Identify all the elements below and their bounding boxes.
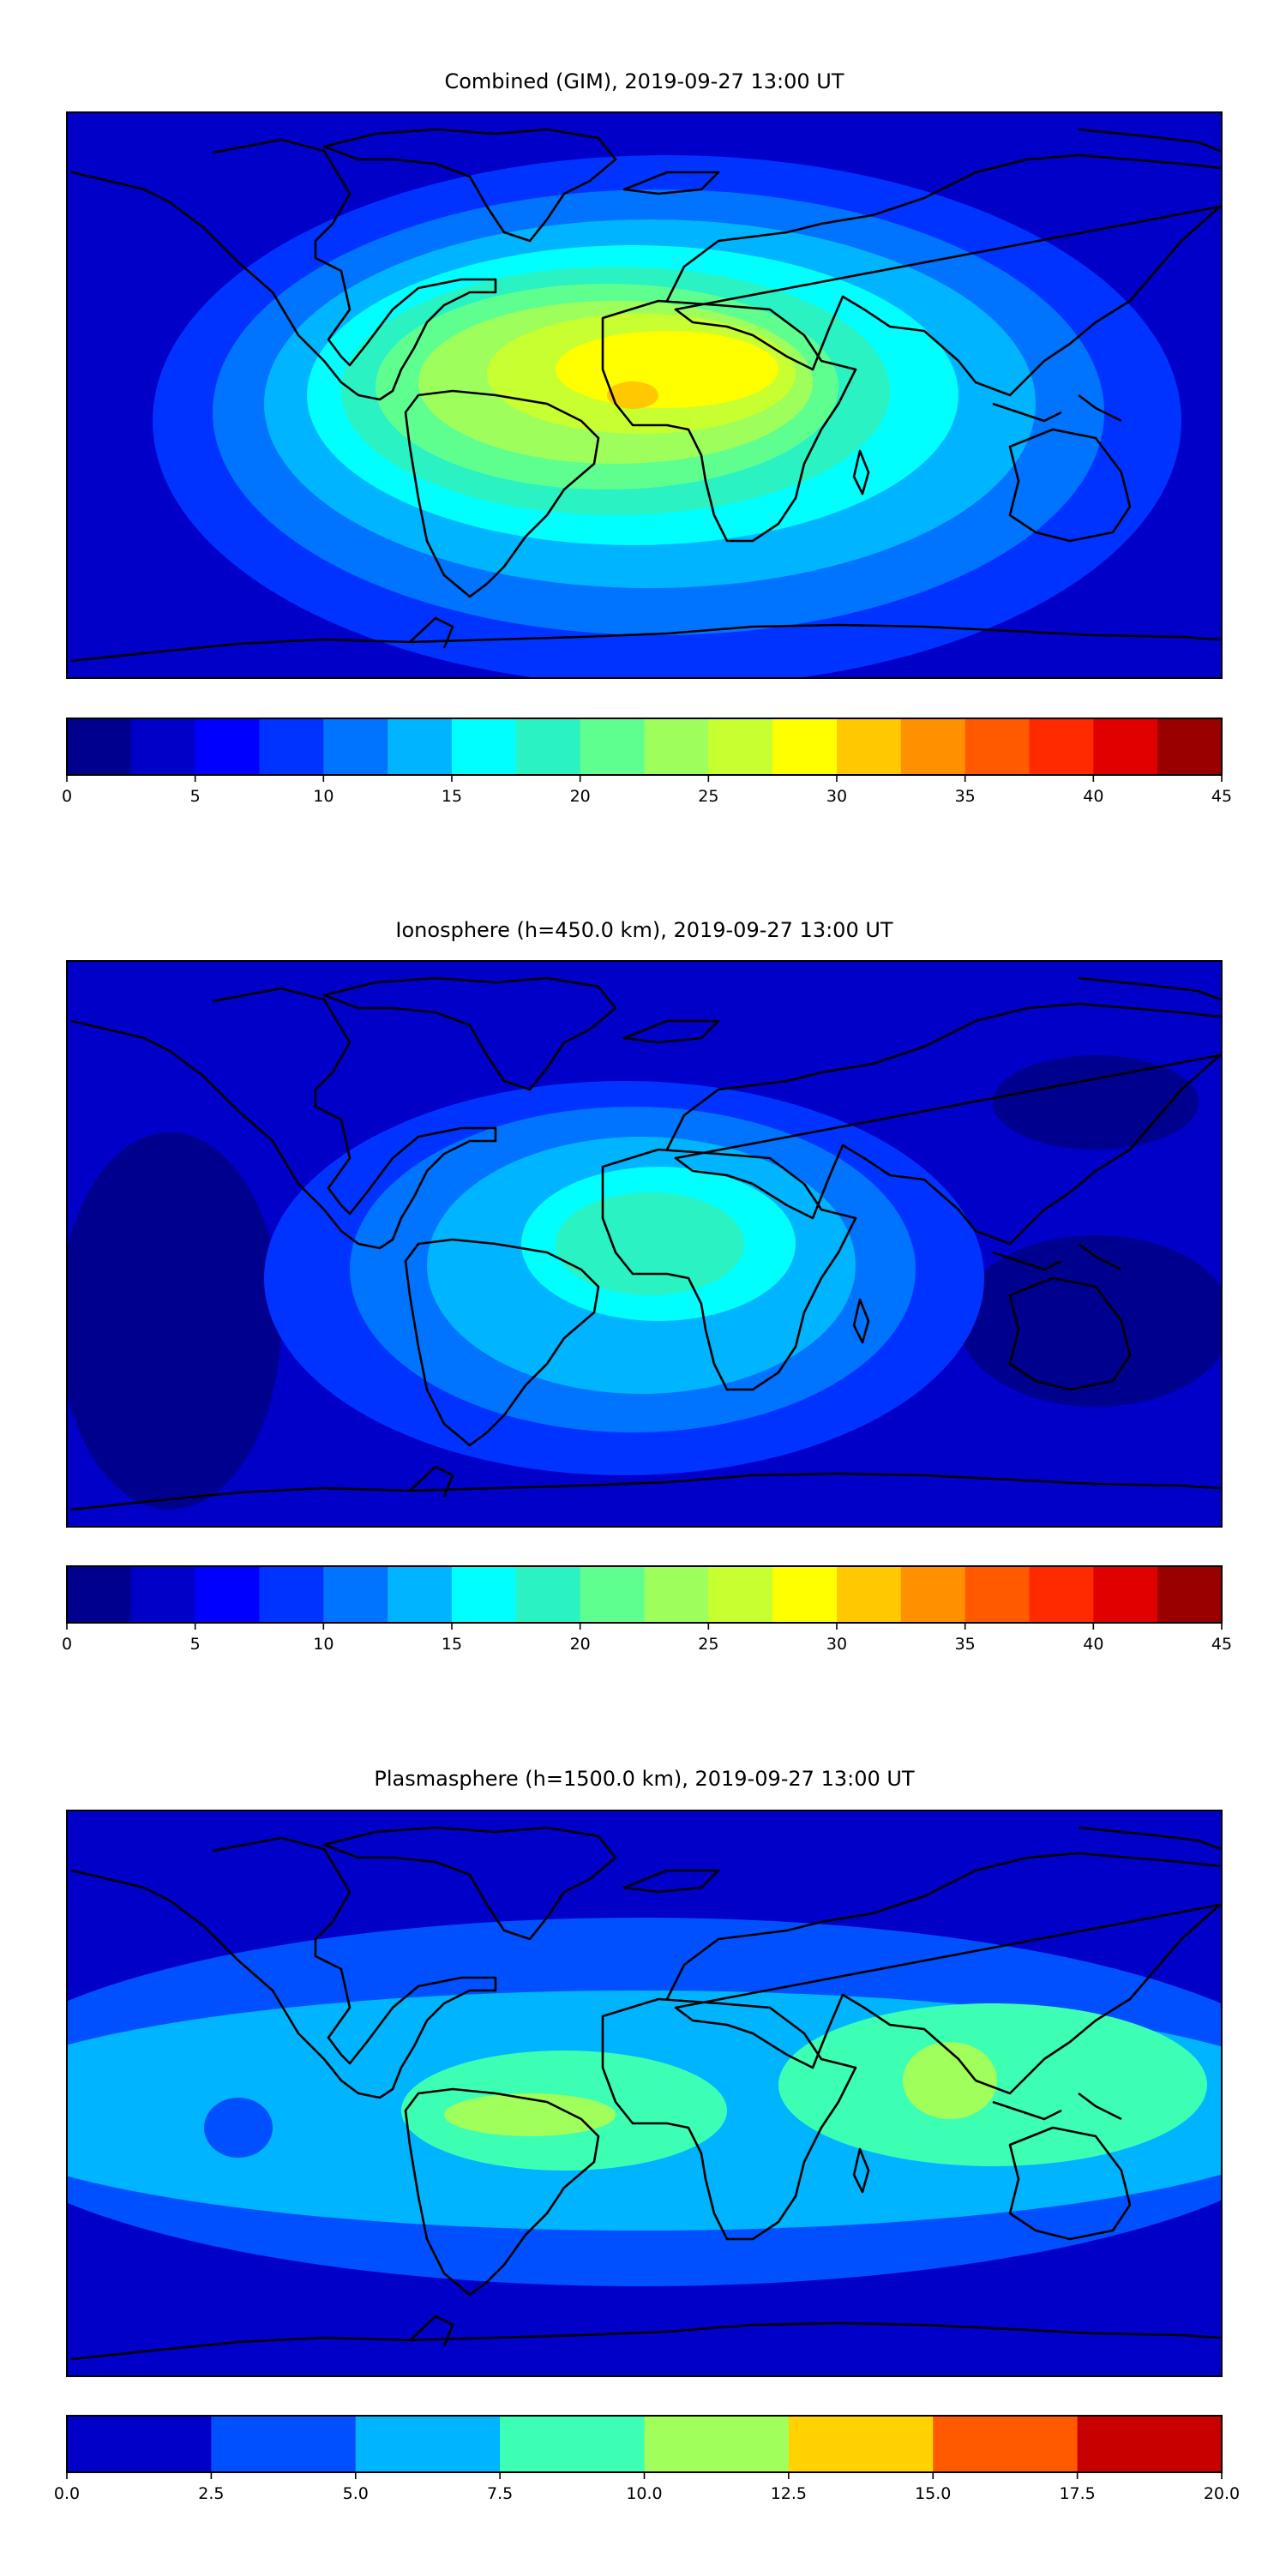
colorbar-tick-label: 10 [313, 787, 334, 806]
colorbar-tick-label: 20.0 [1204, 2484, 1240, 2503]
colorbar-swatch [1157, 718, 1223, 775]
map-frame [66, 960, 1223, 1528]
colorbar-swatch [67, 1566, 132, 1623]
colorbar-swatch [259, 1566, 324, 1623]
field-contour [556, 331, 778, 408]
colorbar-tick-label: 20 [570, 787, 591, 806]
colorbar-swatch [900, 718, 966, 775]
colorbar-swatch [1077, 2416, 1223, 2472]
field-contour [958, 1235, 1222, 1407]
colorbar-tick-label: 20 [570, 1635, 591, 1654]
colorbar-swatch [452, 1566, 517, 1623]
colorbar-swatch [195, 1566, 261, 1623]
colorbar-tick-label: 15 [442, 1635, 462, 1654]
colorbar-tick-label: 5 [190, 787, 201, 806]
colorbar-swatch [388, 1566, 453, 1623]
colorbar-swatch [195, 718, 261, 775]
field-contour [204, 2098, 273, 2158]
colorbar-swatch [211, 2416, 357, 2472]
colorbar-swatch [900, 1566, 966, 1623]
field-contour [67, 1132, 281, 1510]
colorbar-tick-label: 10.0 [626, 2484, 662, 2503]
colorbar-tick-label: 5 [190, 1635, 201, 1654]
colorbar-tick-label: 15 [442, 787, 462, 806]
colorbar-swatch [515, 718, 581, 775]
colorbar: 0 5 10 15 20 25 30 35 40 45 [62, 1565, 1232, 1654]
colorbar-tick-label: 30 [826, 1635, 847, 1654]
map-panel [66, 111, 1223, 679]
colorbar-tick-label: 0 [62, 1635, 72, 1654]
colorbar-swatch [644, 718, 709, 775]
colorbar-swatch [67, 718, 132, 775]
colorbar-frame [66, 1565, 1223, 1624]
chart-title: Plasmasphere (h=1500.0 km), 2019-09-27 1… [374, 1767, 915, 1791]
colorbar: 0.0 2.5 5.0 7.5 10.0 12.5 15.0 17.5 20.0 [54, 2415, 1240, 2503]
colorbar-tick-label: 45 [1211, 787, 1232, 806]
colorbar-swatch [933, 2416, 1079, 2472]
colorbar-swatch [580, 1566, 646, 1623]
map-panel [66, 1810, 1223, 2377]
colorbar-swatch [500, 2416, 646, 2472]
map-frame [66, 1810, 1223, 2377]
colorbar-swatch [708, 1566, 773, 1623]
colorbar-tick-label: 40 [1083, 787, 1103, 806]
field-contour [444, 2093, 616, 2136]
colorbar-tick-label: 2.5 [198, 2484, 224, 2503]
colorbar-swatch [323, 718, 388, 775]
colorbar-tick-label: 25 [698, 787, 718, 806]
colorbar-swatch [67, 2416, 212, 2472]
colorbar-tick-label: 45 [1211, 1635, 1232, 1654]
colorbar-tick-label: 10 [313, 1635, 334, 1654]
colorbar-swatch [515, 1566, 581, 1623]
map-frame [66, 111, 1223, 679]
colorbar-tick-label: 15.0 [915, 2484, 951, 2503]
colorbar-tick-label: 17.5 [1059, 2484, 1095, 2503]
colorbar-swatch [1093, 1566, 1158, 1623]
colorbar-swatch [964, 1566, 1031, 1623]
colorbar-swatch [837, 718, 902, 775]
colorbar-tick-label: 25 [698, 1635, 718, 1654]
colorbar-swatch [259, 718, 324, 775]
field-contour [993, 1055, 1199, 1150]
colorbar-swatch [644, 2416, 790, 2472]
colorbar-tick-label: 35 [955, 1635, 976, 1654]
colorbar-tick-label: 0.0 [54, 2484, 80, 2503]
colorbar-swatch [1029, 718, 1094, 775]
colorbar-swatch [772, 1566, 838, 1623]
map-panel [66, 960, 1223, 1528]
colorbar-tick-label: 5.0 [343, 2484, 369, 2503]
colorbar-tick-label: 12.5 [771, 2484, 807, 2503]
colorbar: 0 5 10 15 20 25 30 35 40 45 [62, 718, 1232, 806]
colorbar-tick-label: 40 [1083, 1635, 1103, 1654]
colorbar-tick-label: 35 [955, 787, 976, 806]
colorbar-swatch [323, 1566, 388, 1623]
colorbar-swatch [788, 2416, 934, 2472]
field-contour [556, 1192, 744, 1295]
colorbar-frame [66, 718, 1223, 776]
chart-title: Ionosphere (h=450.0 km), 2019-09-27 13:0… [395, 918, 892, 942]
field-contour [607, 381, 658, 409]
colorbar-swatch [452, 718, 517, 775]
colorbar-swatch [1157, 1566, 1223, 1623]
colorbar-swatch [837, 1566, 902, 1623]
colorbar-tick-label: 30 [826, 787, 847, 806]
colorbar-swatch [964, 718, 1031, 775]
field-contour [903, 2042, 997, 2119]
colorbar-swatch [708, 718, 773, 775]
colorbar-tick-label: 0 [62, 787, 72, 806]
colorbar-swatch [1093, 718, 1158, 775]
colorbar-swatch [130, 718, 196, 775]
colorbar-swatch [644, 1566, 709, 1623]
colorbar-swatch [388, 718, 453, 775]
colorbar-swatch [772, 718, 838, 775]
colorbar-tick-label: 7.5 [487, 2484, 513, 2503]
colorbar-swatch [130, 1566, 196, 1623]
colorbar-swatch [580, 718, 646, 775]
colorbar-swatch [1029, 1566, 1094, 1623]
chart-title: Combined (GIM), 2019-09-27 13:00 UT [444, 69, 844, 93]
colorbar-swatch [355, 2416, 501, 2472]
